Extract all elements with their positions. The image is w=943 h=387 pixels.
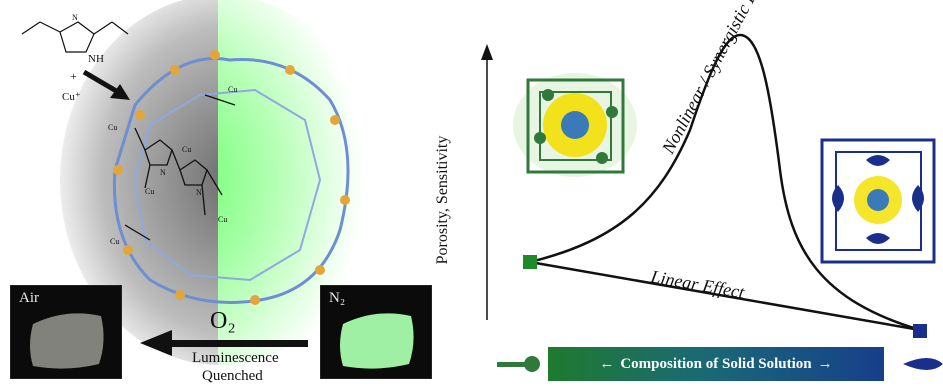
coordination-core [124,94,236,241]
composition-bar: ← Composition of Solid Solution → [548,347,884,381]
y-axis-label: Porosity, Sensitivity [434,135,451,265]
sample-film-air [30,313,104,369]
cu-label-2: Cu [228,85,237,94]
blue-endpoint-marker [913,324,927,338]
nonlinear-synergistic-label: Nonlinear / Synergistic Effect [657,0,775,158]
n-label-1: N [160,168,166,177]
green-pin-icon [497,356,540,372]
cu-ion-label: Cu⁺ [62,91,81,103]
left-arrow-glyph: ← [599,355,615,372]
green-cage-molecule [513,73,637,177]
quenched-label: Quenched [202,368,263,384]
plus-sign: + [70,69,77,83]
left-panel: N NH + Cu⁺ Cu Cu Cu Cu Cu Cu N [21,0,380,365]
luminescence-label: Luminescence [192,350,279,366]
linear-effect-label: Linear Effect [648,266,746,302]
sample-film-n2 [340,313,414,369]
composition-bar-label: Composition of Solid Solution [620,355,812,372]
right-arrow-glyph: → [817,355,833,372]
quench-arrow [140,330,308,356]
triazole-molecule [21,21,129,53]
photo-n2: N₂ [320,285,432,379]
triazole-nh-label: NH [88,53,104,65]
photo-n2-label: N₂ [329,290,346,306]
cu-label-1: Cu [108,123,117,132]
cu-label-5: Cu [218,215,227,224]
framework-cage [112,50,350,305]
blue-cage-molecule [820,138,936,264]
cu-label-4: Cu [145,187,154,196]
reaction-arrow [82,69,130,100]
triazole-n-label: N [72,13,78,22]
photo-air-label: Air [19,290,39,306]
cu-label-3: Cu [182,145,191,154]
cu-label-6: Cu [110,237,119,246]
n-label-2: N [196,188,202,197]
green-endpoint-marker [523,255,537,269]
y-axis-arrow [481,44,493,320]
o2-label: O₂ [210,308,236,334]
dark-glow [60,0,218,365]
right-panel: Nonlinear / Synergistic Effect Linear Ef… [481,0,943,372]
linear-line [529,260,921,332]
blue-drop-icon [903,358,943,370]
nonlinear-curve [529,33,921,332]
photo-air: Air [10,285,122,379]
